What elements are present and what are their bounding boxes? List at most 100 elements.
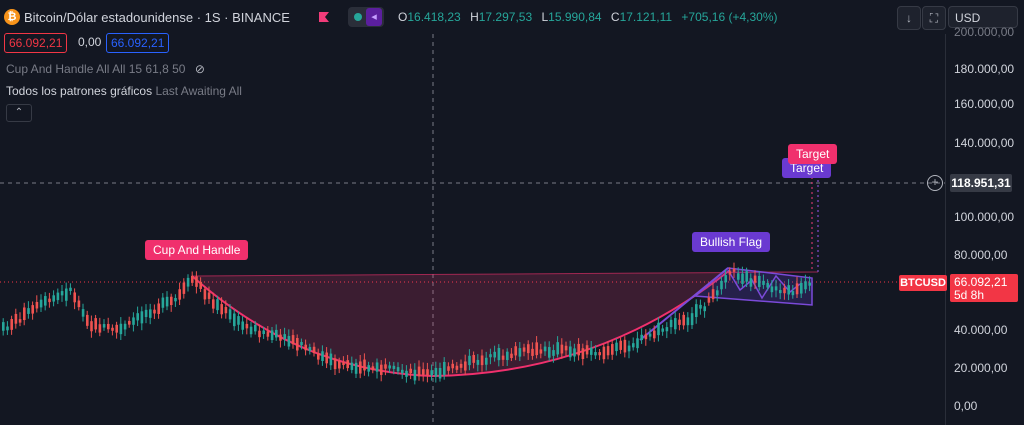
flag-icon[interactable]	[318, 11, 330, 23]
candle-body	[485, 357, 488, 365]
candle-body	[556, 342, 559, 355]
open-value: 16.418,23	[407, 10, 461, 24]
candle-body	[342, 362, 345, 366]
candle-body	[602, 346, 606, 360]
price-axis-label: 0,00	[954, 399, 978, 413]
candle-body	[18, 319, 22, 323]
candle-body	[564, 345, 568, 351]
candle-body	[359, 361, 362, 374]
patterns-indicator-legend[interactable]: Todos los patrones gráficos Last Awaitin…	[6, 84, 242, 98]
candle-body	[375, 362, 379, 372]
spread-value: 0,00	[78, 35, 102, 49]
candle-body	[489, 354, 492, 358]
candle-body	[31, 305, 34, 314]
candle-body	[417, 366, 421, 377]
candle-body	[212, 299, 215, 309]
candle-body	[86, 314, 89, 326]
candle-body	[220, 304, 223, 315]
candle-body	[409, 368, 412, 374]
candle-body	[560, 344, 564, 354]
candle-body	[199, 281, 202, 289]
candle-body	[174, 297, 177, 302]
candle-body	[468, 355, 471, 366]
candle-body	[350, 362, 354, 370]
candle-body	[569, 346, 572, 358]
chart-header: ₿ Bitcoin/Dólar estadounidense · 1S · BI…	[0, 0, 1024, 34]
change-value: +705,16 (+4,30%)	[681, 10, 778, 24]
candle-body	[611, 344, 614, 355]
candle-body	[451, 363, 454, 369]
candle-body	[23, 307, 26, 321]
candle-body	[737, 273, 740, 280]
candle-body	[787, 285, 790, 295]
candle-body	[195, 276, 198, 287]
cup-and-handle-label[interactable]: Cup And Handle	[145, 240, 249, 260]
candle-body	[144, 309, 148, 318]
candle-body	[308, 347, 312, 351]
price-axis-label: 140.000,00	[954, 136, 1015, 150]
cup-indicator-legend[interactable]: Cup And Handle All All 15 61,8 50 ⊘	[6, 62, 205, 76]
candle-body	[808, 282, 811, 286]
collapse-legend-icon[interactable]: ⌃	[6, 104, 32, 122]
candle-body	[623, 339, 627, 353]
currency-select[interactable]: USD	[948, 6, 1018, 28]
candle-body	[699, 304, 702, 309]
strategy-icon: ◂	[366, 8, 382, 26]
candle-body	[707, 297, 711, 303]
candle-body	[657, 322, 660, 336]
candle-body	[711, 289, 715, 300]
candle-body	[2, 322, 5, 331]
candle-body	[434, 367, 438, 377]
candle-body	[732, 268, 736, 272]
candle-body	[665, 327, 669, 332]
candle-body	[123, 323, 127, 330]
candle-body	[753, 275, 757, 283]
candle-body	[325, 352, 328, 364]
symbol-title[interactable]: Bitcoin/Dólar estadounidense · 1S · BINA…	[24, 10, 290, 25]
market-status-pill[interactable]: ◂	[348, 7, 384, 27]
candle-body	[56, 292, 60, 301]
candle-body	[338, 360, 341, 369]
candle-body	[245, 323, 249, 329]
candle-body	[627, 345, 631, 352]
candle-body	[81, 309, 85, 317]
ohlc-readout: O16.418,23 H17.297,53 L15.990,84 C17.121…	[398, 10, 778, 24]
candle-body	[749, 278, 753, 287]
candle-body	[636, 338, 639, 349]
candle-body	[275, 329, 278, 338]
fullscreen-icon[interactable]: ⛶	[922, 6, 946, 30]
hidden-eye-icon[interactable]: ⊘	[194, 62, 205, 76]
download-icon[interactable]: ↓	[897, 6, 921, 30]
candle-body	[270, 330, 274, 341]
candle-body	[648, 333, 652, 337]
candle-body	[774, 286, 778, 291]
price-axis-label: 80.000,00	[954, 248, 1008, 262]
price-axis-label: 20.000,00	[954, 361, 1008, 375]
candle-body	[287, 336, 291, 347]
candle-body	[581, 348, 585, 360]
candle-body	[795, 283, 799, 295]
candle-body	[186, 277, 190, 287]
candle-body	[44, 296, 47, 306]
candle-body	[661, 328, 664, 332]
candle-body	[514, 346, 517, 356]
candle-body	[132, 317, 135, 325]
candle-body	[140, 311, 144, 324]
candle-body	[497, 347, 501, 361]
bullish-flag-label[interactable]: Bullish Flag	[692, 232, 771, 252]
candle-body	[405, 370, 408, 377]
candle-body	[745, 271, 748, 282]
candle-body	[291, 335, 295, 345]
candle-body	[321, 351, 324, 362]
sell-price-box[interactable]: 66.092,21	[4, 33, 68, 53]
target-label-pink[interactable]: Target	[788, 144, 838, 164]
bar-countdown: 5d 8h	[954, 288, 985, 302]
buy-price-box[interactable]: 66.092,21	[106, 33, 170, 53]
candle-body	[573, 348, 576, 357]
candle-body	[724, 275, 727, 283]
add-alert-plus-icon[interactable]: +	[927, 175, 943, 191]
cup-curve	[191, 269, 731, 378]
candle-body	[518, 348, 522, 357]
candle-body	[619, 340, 622, 350]
